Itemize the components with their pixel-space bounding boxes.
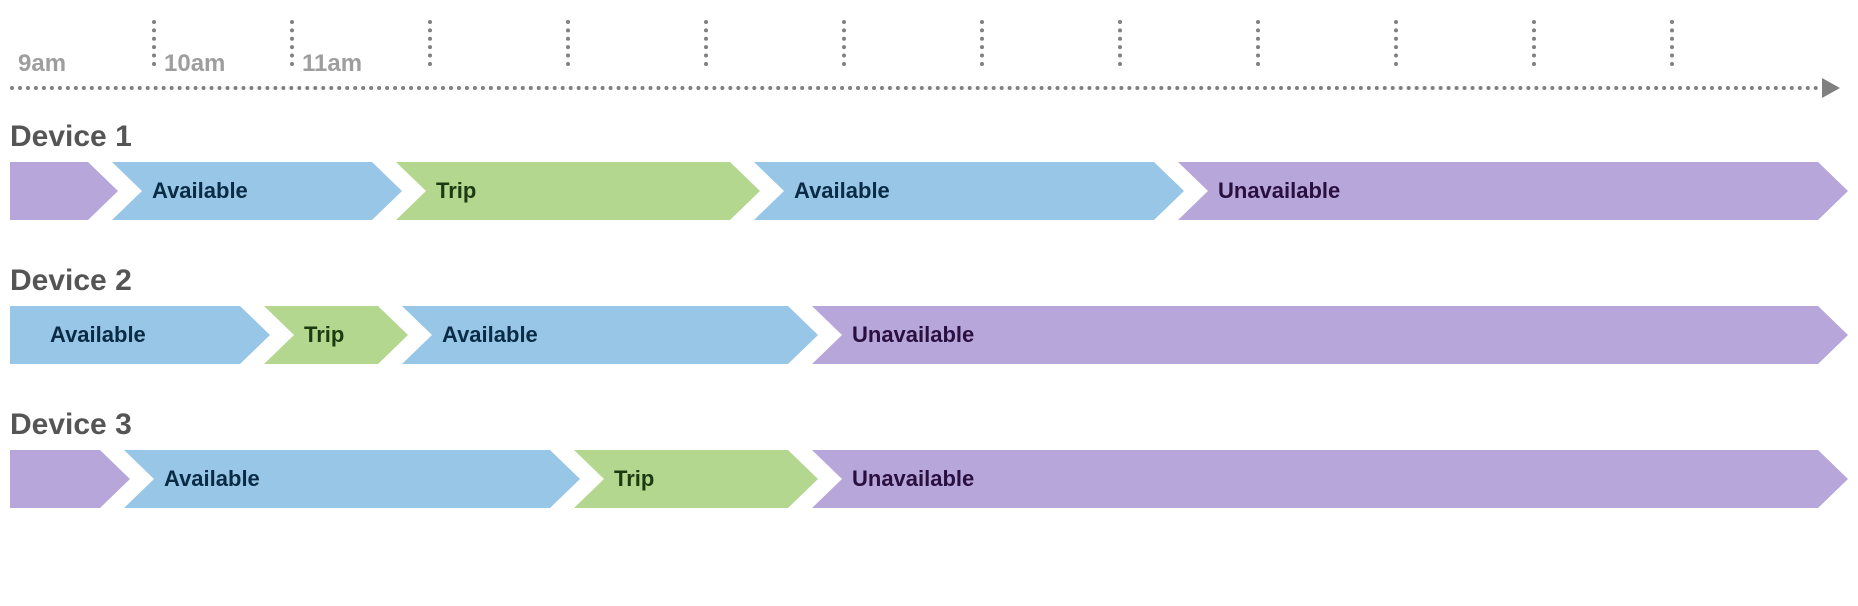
device-row-label: Device 3 (10, 408, 132, 442)
device-row-label: Device 1 (10, 120, 132, 154)
time-tick (1118, 20, 1122, 66)
segment-unavailable: Unavailable (812, 306, 1848, 364)
timeline-diagram: 9am 10am 11am Device 1 Available Trip Availabl… (0, 0, 1858, 606)
time-axis-arrowhead-icon (1822, 78, 1840, 98)
device-row-label: Device 2 (10, 264, 132, 298)
time-tick (1532, 20, 1536, 66)
segment-label: Available (442, 322, 538, 348)
segment-unavailable (10, 162, 118, 220)
segment-unavailable: Unavailable (1178, 162, 1848, 220)
segment-label: Available (794, 178, 890, 204)
time-tick (428, 20, 432, 66)
segment-label: Available (50, 322, 146, 348)
time-tick (704, 20, 708, 66)
time-tick (1256, 20, 1260, 66)
segment-label: Trip (304, 322, 344, 348)
time-tick (290, 20, 294, 66)
time-label: 9am (18, 50, 66, 78)
time-tick (152, 20, 156, 66)
segment-trip: Trip (396, 162, 760, 220)
segment-trip: Trip (264, 306, 408, 364)
segment-available: Available (402, 306, 818, 364)
time-tick (980, 20, 984, 66)
time-tick (842, 20, 846, 66)
segment-label: Trip (614, 466, 654, 492)
segment-trip: Trip (574, 450, 818, 508)
segment-label: Unavailable (1218, 178, 1340, 204)
time-tick (566, 20, 570, 66)
segment-unavailable: Unavailable (812, 450, 1848, 508)
segment-available: Available (10, 306, 270, 364)
segment-available: Available (124, 450, 580, 508)
segment-available: Available (112, 162, 402, 220)
time-tick (1394, 20, 1398, 66)
time-axis (10, 86, 1820, 90)
time-tick (1670, 20, 1674, 66)
time-label: 11am (302, 50, 362, 78)
segment-label: Unavailable (852, 466, 974, 492)
segment-label: Available (164, 466, 260, 492)
segment-unavailable (10, 450, 130, 508)
time-label: 10am (164, 50, 225, 78)
segment-label: Available (152, 178, 248, 204)
segment-label: Unavailable (852, 322, 974, 348)
segment-available: Available (754, 162, 1184, 220)
segment-label: Trip (436, 178, 476, 204)
